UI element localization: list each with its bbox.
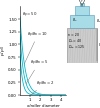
- Text: $D_p = 40$: $D_p = 40$: [68, 38, 82, 44]
- X-axis label: x/roller diameter: x/roller diameter: [27, 104, 59, 108]
- Text: n = 20: n = 20: [68, 33, 79, 37]
- Y-axis label: $\tilde{p}/p_0$: $\tilde{p}/p_0$: [0, 45, 7, 56]
- Text: $\delta_p = 50$: $\delta_p = 50$: [22, 10, 37, 19]
- FancyBboxPatch shape: [70, 15, 94, 28]
- Text: $\delta_p/\delta_a=2$: $\delta_p/\delta_a=2$: [31, 79, 55, 94]
- FancyBboxPatch shape: [80, 3, 84, 6]
- Text: B: B: [98, 43, 100, 47]
- FancyBboxPatch shape: [67, 28, 97, 63]
- Text: $D_{pa} = 125$: $D_{pa} = 125$: [68, 44, 86, 50]
- Text: F: F: [81, 0, 83, 3]
- Text: $\delta_p/\delta_a=5$: $\delta_p/\delta_a=5$: [26, 58, 48, 84]
- Text: $\delta_p/\delta_a=10$: $\delta_p/\delta_a=10$: [24, 30, 48, 64]
- FancyBboxPatch shape: [75, 6, 89, 15]
- Text: $B_p$: $B_p$: [96, 17, 100, 24]
- Text: $B_a$: $B_a$: [72, 17, 78, 24]
